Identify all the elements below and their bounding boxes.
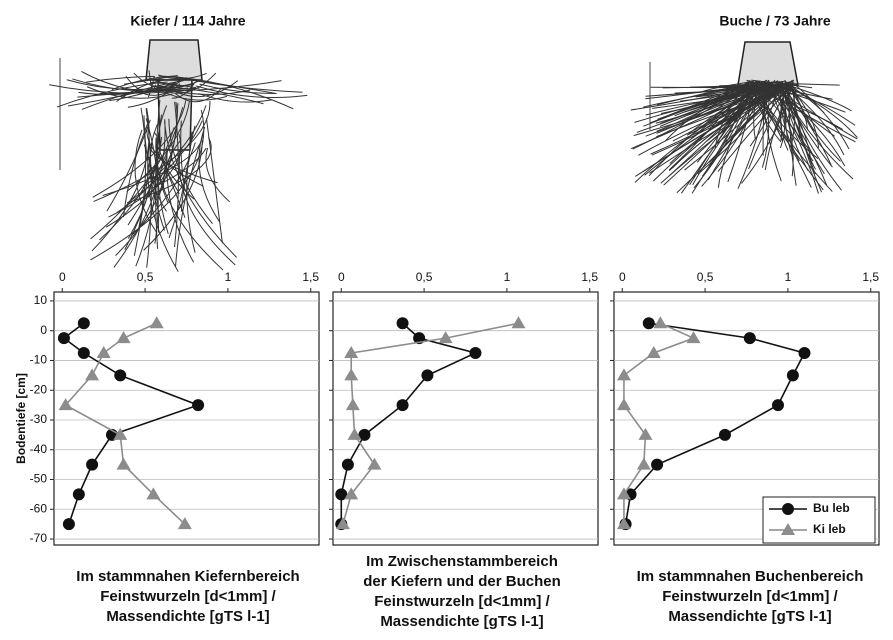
marker <box>744 332 756 344</box>
legend-marker <box>782 503 794 515</box>
x-tick-label: 0 <box>59 270 66 284</box>
beech-stump <box>738 42 798 85</box>
x-tick-label: 1 <box>225 270 232 284</box>
x-tick-label: 1,5 <box>302 270 319 284</box>
caption: Feinstwurzeln [d<1mm] / <box>662 588 838 605</box>
y-tick-label: -30 <box>30 412 48 426</box>
marker <box>643 317 655 329</box>
caption: Feinstwurzeln [d<1mm] / <box>100 588 276 605</box>
x-tick-label: 1 <box>785 270 792 284</box>
x-tick-label: 1,5 <box>581 270 598 284</box>
y-tick-label: 0 <box>40 323 47 337</box>
y-tick-label: -20 <box>30 382 48 396</box>
x-tick-label: 0,5 <box>137 270 154 284</box>
marker <box>78 317 90 329</box>
marker <box>73 488 85 500</box>
plot-frame <box>54 292 319 545</box>
x-tick-label: 0,5 <box>697 270 714 284</box>
marker <box>342 459 354 471</box>
y-axis-label: Bodentiefe [cm] <box>14 373 28 464</box>
caption: der Kiefern und der Buchen <box>363 573 561 590</box>
root <box>206 118 222 243</box>
x-tick-label: 0 <box>338 270 345 284</box>
marker <box>798 347 810 359</box>
caption: Massendichte [gTS l-1] <box>380 613 543 630</box>
marker <box>63 518 75 530</box>
marker <box>421 369 433 381</box>
marker <box>469 347 481 359</box>
caption: Massendichte [gTS l-1] <box>668 608 831 625</box>
legend-label: Bu leb <box>813 501 850 515</box>
page: {"drawings": [{"label": "Kiefer / 114 Ja… <box>0 0 893 640</box>
y-tick-label: -60 <box>30 501 48 515</box>
legend-label: Ki leb <box>813 522 846 536</box>
marker <box>58 332 70 344</box>
x-tick-label: 0,5 <box>416 270 433 284</box>
y-tick-label: -10 <box>30 353 48 367</box>
drawing-title: Kiefer / 114 Jahre <box>130 13 245 29</box>
marker <box>772 399 784 411</box>
marker <box>397 399 409 411</box>
drawing-title: Buche / 73 Jahre <box>719 13 830 29</box>
marker <box>651 459 663 471</box>
root <box>144 140 203 250</box>
caption: Massendichte [gTS l-1] <box>106 608 269 625</box>
marker <box>787 369 799 381</box>
x-tick-label: 1 <box>504 270 511 284</box>
caption: Feinstwurzeln [d<1mm] / <box>374 593 550 610</box>
marker <box>397 317 409 329</box>
y-tick-label: -50 <box>30 472 48 486</box>
y-tick-label: -40 <box>30 442 48 456</box>
y-tick-label: -70 <box>30 531 48 545</box>
caption: Im Zwischenstammbereich <box>366 553 558 570</box>
x-tick-label: 0 <box>619 270 626 284</box>
x-tick-label: 1,5 <box>862 270 879 284</box>
caption: Im stammnahen Buchenbereich <box>637 568 864 585</box>
marker <box>192 399 204 411</box>
y-tick-label: 10 <box>34 293 48 307</box>
caption: Im stammnahen Kiefernbereich <box>76 568 299 585</box>
figure: Kiefer / 114 Jahre Buche / 73 Jahre 100-… <box>0 0 893 640</box>
marker <box>719 429 731 441</box>
plot-frame <box>333 292 598 545</box>
marker <box>78 347 90 359</box>
marker <box>114 369 126 381</box>
marker <box>86 459 98 471</box>
